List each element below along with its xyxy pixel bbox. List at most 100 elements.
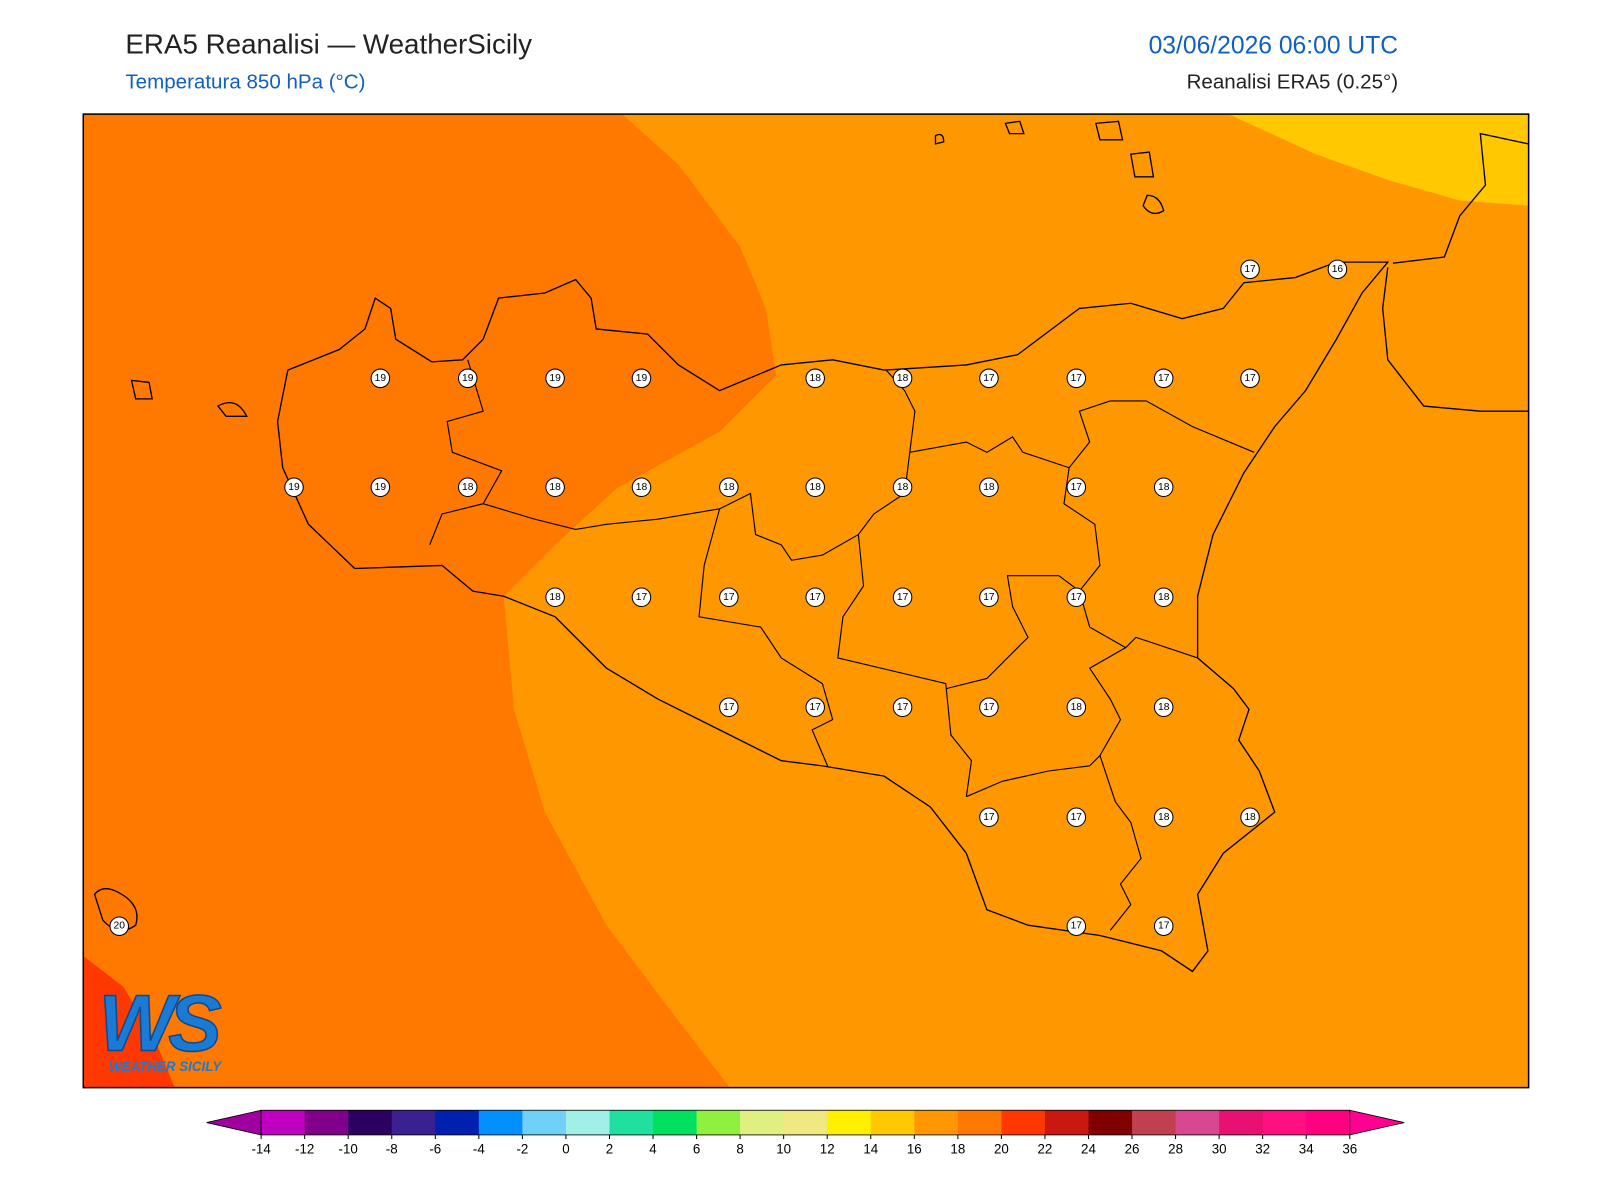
station-value: 18: [897, 373, 909, 384]
station-marker: [370, 477, 391, 498]
station-value: 19: [288, 482, 300, 493]
station-value: 17: [1071, 812, 1083, 823]
province-borders: [429, 359, 1255, 931]
station-value: 18: [1158, 812, 1170, 823]
calabria-coast: [1381, 132, 1529, 412]
station-marker: [979, 368, 999, 389]
station-value: 17: [897, 592, 909, 603]
colorbar-box: [391, 1110, 436, 1135]
colorbar-over: [1349, 1109, 1405, 1136]
field-14-16: [1228, 114, 1529, 206]
station-marker: [1066, 368, 1087, 389]
colorbar-box: [478, 1110, 523, 1135]
colorbar-box: [1001, 1110, 1046, 1135]
station-value: 17: [897, 702, 909, 713]
station-marker: [1066, 587, 1087, 608]
colorbar-box: [914, 1110, 959, 1135]
station-marker: [545, 368, 565, 389]
colorbar-box: [783, 1110, 828, 1135]
colorbar-tick-label: 16: [907, 1141, 922, 1156]
colorbar-tick-label: 12: [820, 1141, 835, 1156]
station-marker: [370, 368, 391, 389]
colorbar-tick-label: -4: [473, 1141, 485, 1156]
colorbar-box: [870, 1110, 915, 1135]
colorbar-box: [1306, 1110, 1351, 1135]
colorbar-tick-label: 10: [776, 1141, 791, 1156]
colorbar-tick-label: -14: [251, 1141, 271, 1156]
station-marker: [109, 916, 130, 936]
station-marker: [457, 477, 478, 498]
station-marker: [631, 368, 652, 389]
station-marker: [457, 368, 478, 389]
station-value: 16: [1332, 264, 1344, 275]
colorbar-tick-label: 4: [649, 1141, 657, 1156]
station-marker: [892, 587, 913, 608]
station-marker: [631, 477, 652, 498]
islands: [93, 120, 1165, 931]
colorbar-tick-label: 36: [1342, 1141, 1357, 1156]
logo-mark: WS: [99, 978, 222, 1068]
station-value: 18: [462, 482, 474, 493]
station-marker: [1327, 259, 1348, 280]
colorbar-tick-label: 0: [562, 1141, 569, 1156]
colorbar-box: [435, 1110, 480, 1135]
colorbar-tick-label: 2: [606, 1141, 613, 1156]
colorbar-box: [1088, 1110, 1133, 1135]
station-marker: [1153, 697, 1174, 718]
colorbar-tick-label: 14: [863, 1141, 878, 1156]
station-marker: [1066, 697, 1087, 718]
station-marker: [805, 697, 825, 718]
station-marker: [892, 368, 913, 389]
station-marker: [979, 477, 999, 498]
station-marker: [892, 477, 913, 498]
colorbar-tick-label: 26: [1125, 1141, 1140, 1156]
station-marker: [1153, 477, 1174, 498]
station-marker: [805, 587, 825, 608]
station-value: 19: [636, 373, 648, 384]
source: Reanalisi ERA5 (0.25°): [1187, 70, 1398, 93]
station-value: 18: [1158, 482, 1170, 493]
colorbar-tick-label: -2: [516, 1141, 528, 1156]
station-value: 17: [1158, 373, 1170, 384]
station-marker: [1153, 587, 1174, 608]
colorbar-under: [206, 1109, 262, 1136]
station-marker: [719, 477, 739, 498]
station-value: 17: [983, 702, 995, 713]
station-marker: [1153, 807, 1174, 828]
station-value: 19: [549, 373, 561, 384]
colorbar-box: [609, 1110, 654, 1135]
station-value: 17: [1244, 264, 1256, 275]
colorbar-box: [1219, 1110, 1264, 1135]
station-value: 18: [1244, 812, 1256, 823]
coastline: [276, 261, 1390, 973]
logo-text: WEATHER SICILY: [109, 1059, 222, 1074]
subtitle: Temperatura 850 hPa (°C): [125, 70, 365, 93]
colorbar-box: [957, 1110, 1002, 1135]
colorbar-box: [522, 1110, 567, 1135]
station-value: 18: [809, 482, 821, 493]
colorbar-box: [696, 1110, 741, 1135]
station-marker: [1153, 916, 1174, 936]
station-marker: [545, 477, 565, 498]
colorbar-box: [653, 1110, 698, 1135]
field-20-22: [83, 956, 175, 1088]
station-value: 17: [723, 702, 735, 713]
colorbar-tick-label: 6: [693, 1141, 700, 1156]
station-marker: [545, 587, 565, 608]
station-value: 18: [1158, 592, 1170, 603]
station-marker: [805, 368, 825, 389]
station-value: 17: [983, 373, 995, 384]
station-value: 17: [636, 592, 648, 603]
content: ERA5 Reanalisi — WeatherSicily Temperatu…: [82, 28, 1530, 1156]
colorbar-tick-label: 20: [994, 1141, 1009, 1156]
station-marker: [719, 697, 739, 718]
colorbar-tick-label: 30: [1212, 1141, 1227, 1156]
station-value: 19: [375, 482, 387, 493]
station-value: 18: [1071, 702, 1083, 713]
stations: 17 16 19 19 19 19 18 18 17 17 17 17 19 19 18 18 18 18 18 18…: [109, 259, 1348, 936]
station-value: 17: [723, 592, 735, 603]
colorbar-tick-label: 18: [950, 1141, 965, 1156]
colorbar-tick-label: -10: [339, 1141, 358, 1156]
station-marker: [1240, 259, 1260, 280]
